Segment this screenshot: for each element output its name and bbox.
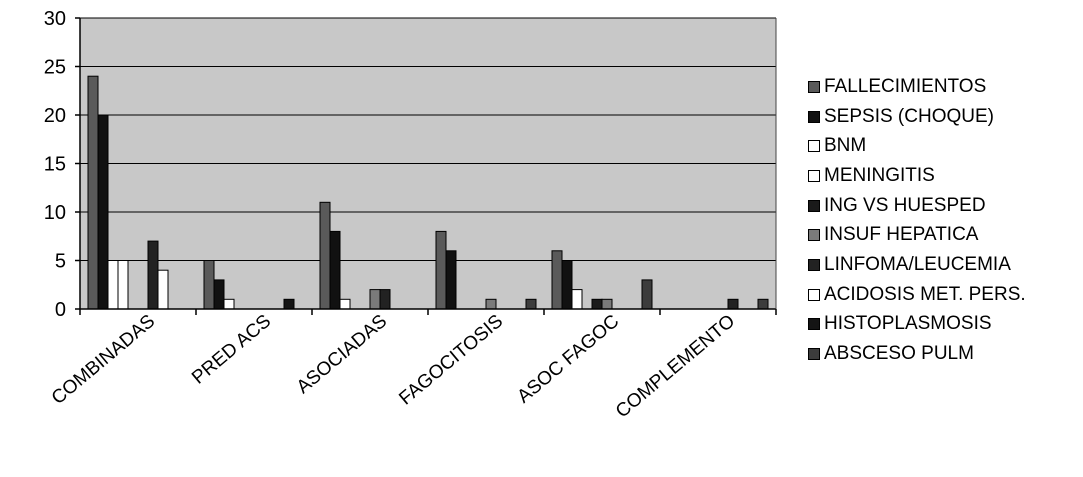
bar [435,230,447,310]
legend-label: ING VS HUESPED [824,194,986,216]
bar [329,230,341,310]
grid-lines [80,17,776,261]
bar [339,298,351,310]
bar [369,289,381,310]
bar [591,298,603,310]
legend-item: INSUF HEPATICA [808,220,1080,250]
y-tick-label: 20 [44,105,66,127]
legend-swatch [808,229,820,242]
legend-label: ACIDOSIS MET. PERS. [824,283,1026,305]
legend-swatch [808,140,820,153]
legend-swatch [808,110,820,123]
x-category-label: COMBINADAS [48,311,159,409]
legend-item: ABSCESO PULM [808,339,1080,369]
y-tick-label: 5 [55,251,66,273]
bar [213,279,225,310]
legend-swatch [808,199,820,212]
legend-item: HISTOPLASMOSIS [808,310,1080,340]
legend-item: FALLECIMIENTOS [808,72,1080,102]
legend-item: BNM [808,131,1080,161]
bar [601,298,613,310]
bar [379,289,391,310]
legend: FALLECIMIENTOS SEPSIS (CHOQUE) BNM MENINGIT… [808,72,1080,369]
bar [727,298,739,310]
legend-label: LINFOMA/LEUCEMIA [824,253,1011,275]
bar [571,289,583,310]
legend-swatch [808,169,820,182]
axes [75,17,777,315]
bar [283,298,295,310]
legend-swatch [808,80,820,93]
legend-swatch [808,318,820,331]
y-tick-label: 25 [44,57,66,79]
legend-label: ABSCESO PULM [824,343,974,365]
bar [757,298,769,310]
x-category-label: FAGOCITOSIS [395,311,507,410]
bar [561,260,573,310]
x-category-label: COMPLEMENTO [612,311,739,423]
legend-label: MENINGITIS [824,164,935,186]
y-tick-label: 0 [55,299,66,321]
x-tick-labels: COMBINADAS PRED ACS ASOCIADAS FAGOCITOSIS AS… [48,311,739,423]
y-tick-labels: 0 5 10 15 20 25 30 [44,8,66,321]
bar [147,240,159,310]
bar [641,279,653,310]
legend-label: INSUF HEPATICA [824,224,979,246]
bar [551,250,563,310]
bar [157,269,169,310]
bar [203,260,215,310]
bar [223,298,235,310]
y-tick-label: 30 [44,8,66,30]
bar [319,201,331,310]
bar [485,298,497,310]
y-tick-label: 10 [44,202,66,224]
legend-label: HISTOPLASMOSIS [824,313,992,335]
legend-item: ACIDOSIS MET. PERS. [808,280,1080,310]
legend-swatch [808,348,820,361]
y-tick-label: 15 [44,154,66,176]
legend-swatch [808,258,820,271]
x-category-label: ASOC FAGOC [513,311,623,408]
bar [525,298,537,310]
legend-item: SEPSIS (CHOQUE) [808,102,1080,132]
bar [117,260,129,310]
bar [97,114,109,310]
legend-label: BNM [824,135,867,157]
legend-item: LINFOMA/LEUCEMIA [808,250,1080,280]
x-category-label: PRED ACS [188,311,275,389]
legend-label: FALLECIMIENTOS [824,75,987,97]
bar [445,250,457,310]
legend-item: MENINGITIS [808,161,1080,191]
x-category-label: ASOCIADAS [293,311,391,398]
legend-item: ING VS HUESPED [808,191,1080,221]
legend-swatch [808,288,820,301]
legend-label: SEPSIS (CHOQUE) [824,105,994,127]
bar [107,260,119,310]
bar [87,75,99,310]
